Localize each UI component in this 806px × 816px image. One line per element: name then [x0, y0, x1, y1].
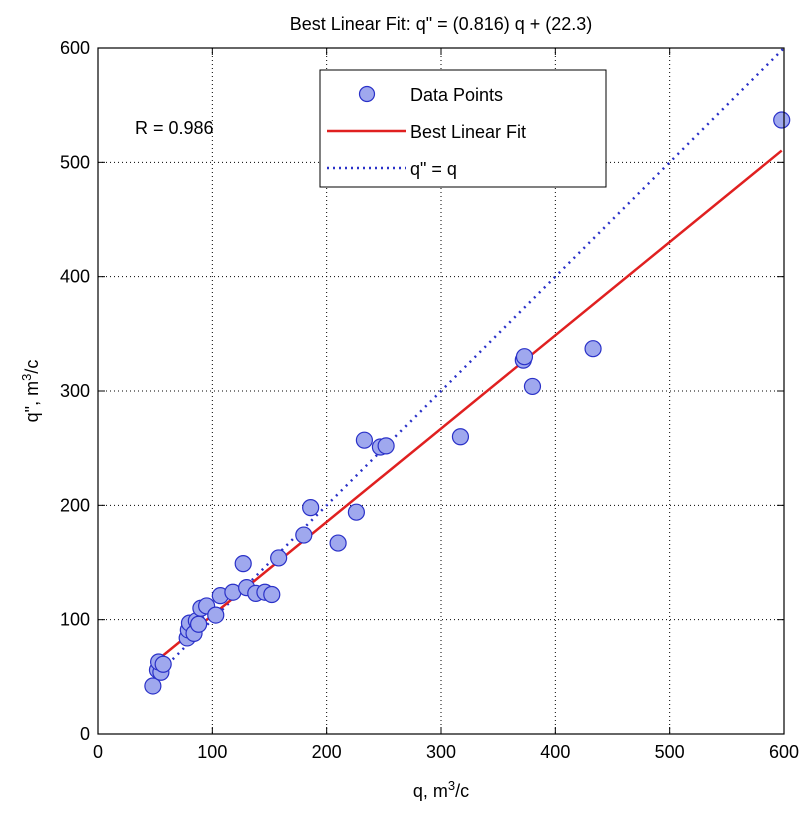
data-point: [523, 377, 542, 396]
legend-label-data-points: Data Points: [410, 85, 503, 105]
data-point: [515, 348, 534, 366]
x-axis-label-main: q, m: [413, 781, 448, 801]
data-point: [154, 655, 172, 673]
x-tick-label: 400: [540, 742, 570, 762]
data-point: [451, 428, 470, 446]
tick-layer: 0 100 200 300 400 500 600 0 100 200 300 400 500 600: [60, 38, 799, 762]
legend-label-identity: q" = q: [410, 159, 457, 179]
y-axis-label: q", m3/c: [19, 360, 42, 423]
legend-marker-data-points: [358, 85, 376, 103]
data-point: [773, 111, 791, 129]
y-tick-label: 300: [60, 381, 90, 401]
x-tick-label: 0: [93, 742, 103, 762]
legend: Data Points Best Linear Fit q" = q: [319, 69, 607, 188]
y-axis-label-tail: /c: [22, 360, 42, 374]
y-tick-label: 200: [60, 495, 90, 515]
legend-label-best-fit: Best Linear Fit: [410, 122, 526, 142]
data-point: [377, 437, 395, 455]
data-point: [329, 534, 347, 552]
x-axis-label-superscript: 3: [448, 778, 455, 793]
y-tick-label: 500: [60, 152, 90, 172]
best-fit-line: [152, 149, 783, 665]
r-value-annotation: R = 0.986: [135, 118, 214, 138]
y-tick-label: 100: [60, 610, 90, 630]
line-layer: [151, 47, 785, 681]
point-layer: [144, 111, 791, 695]
y-tick-label: 400: [60, 267, 90, 287]
data-point: [234, 555, 252, 573]
data-point: [263, 585, 281, 604]
data-point: [347, 503, 365, 521]
identity-line: [151, 47, 785, 681]
data-point: [144, 677, 162, 695]
x-tick-label: 300: [426, 742, 456, 762]
x-tick-label: 200: [312, 742, 342, 762]
data-point: [295, 526, 313, 544]
data-point: [302, 499, 320, 517]
chart-title: Best Linear Fit: q" = (0.816) q + (22.3): [290, 14, 593, 34]
x-tick-label: 500: [655, 742, 685, 762]
y-axis-label-superscript: 3: [19, 374, 34, 381]
y-tick-label: 0: [80, 724, 90, 744]
x-axis-label-tail: /c: [455, 781, 469, 801]
x-tick-label: 100: [197, 742, 227, 762]
y-axis-label-main: q", m: [22, 381, 42, 422]
data-point: [355, 431, 373, 449]
data-point: [207, 606, 225, 624]
data-point: [270, 549, 288, 567]
x-axis-label: q, m3/c: [413, 778, 469, 801]
y-tick-label: 600: [60, 38, 90, 58]
data-point: [190, 615, 208, 633]
data-point: [584, 340, 602, 358]
x-tick-label: 600: [769, 742, 799, 762]
